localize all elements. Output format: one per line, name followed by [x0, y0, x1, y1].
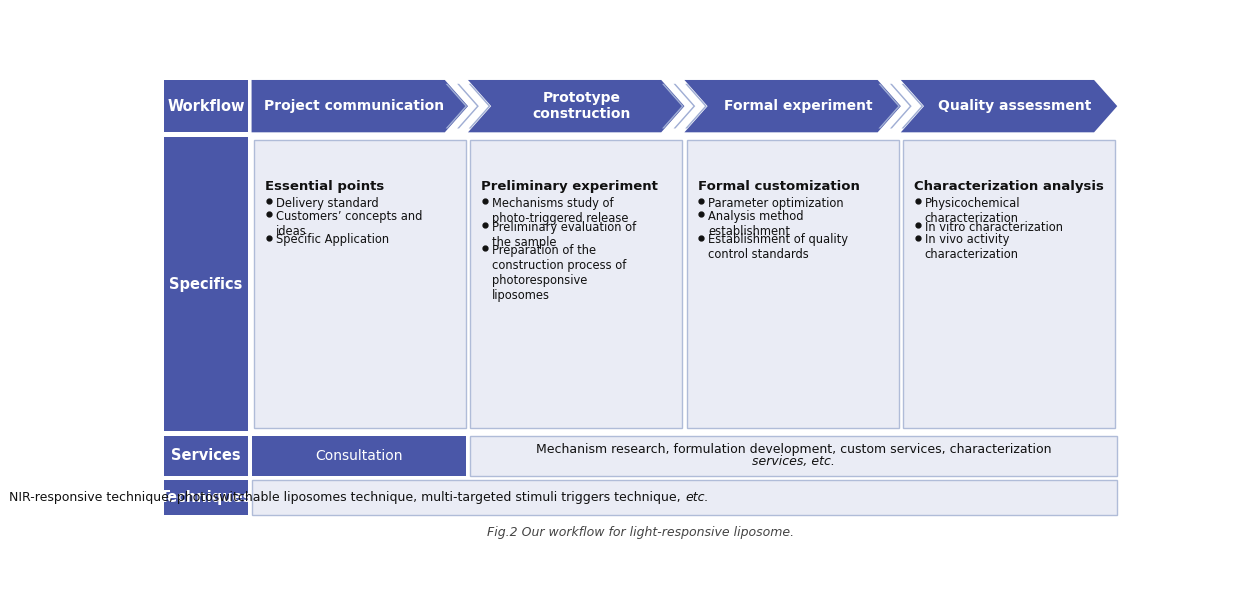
Text: Customers’ concepts and
ideas: Customers’ concepts and ideas [275, 210, 422, 238]
Bar [686, 140, 899, 428]
Bar [164, 80, 248, 132]
Polygon shape [879, 84, 900, 129]
Text: Quality assessment: Quality assessment [939, 99, 1091, 113]
Text: Workflow: Workflow [168, 98, 245, 114]
Bar [251, 480, 1118, 515]
Polygon shape [458, 84, 479, 129]
Polygon shape [469, 84, 490, 129]
Text: etc.: etc. [685, 491, 709, 504]
Polygon shape [468, 80, 685, 132]
Polygon shape [674, 84, 695, 129]
Text: Preparation of the
construction process of
photoresponsive
liposomes: Preparation of the construction process … [492, 244, 626, 302]
Text: Establishment of quality
control standards: Establishment of quality control standar… [709, 234, 849, 261]
Text: In vitro characterization: In vitro characterization [925, 221, 1062, 234]
Bar [904, 140, 1115, 428]
Text: Specifics: Specifics [169, 277, 242, 292]
Text: Services: Services [171, 448, 241, 463]
Text: In vivo activity
characterization: In vivo activity characterization [925, 234, 1019, 261]
Polygon shape [662, 84, 684, 129]
Text: Analysis method
establishment: Analysis method establishment [709, 210, 804, 238]
Text: Specific Application: Specific Application [275, 234, 389, 247]
Polygon shape [251, 80, 468, 132]
Text: Formal experiment: Formal experiment [724, 99, 872, 113]
Text: Preliminary experiment: Preliminary experiment [481, 180, 658, 193]
Bar [164, 480, 248, 515]
Text: Physicochemical
characterization: Physicochemical characterization [925, 197, 1020, 225]
Polygon shape [901, 84, 924, 129]
Text: Mechanism research, formulation development, custom services, characterization: Mechanism research, formulation developm… [536, 443, 1051, 456]
Text: Preliminary evaluation of
the sample: Preliminary evaluation of the sample [492, 221, 636, 248]
Text: services, etc.: services, etc. [752, 455, 835, 469]
Bar [164, 137, 248, 431]
Text: Techniques: Techniques [160, 490, 252, 505]
Text: NIR-responsive technique, photoswitchable liposomes technique, multi-targeted st: NIR-responsive technique, photoswitchabl… [9, 491, 685, 504]
Text: Parameter optimization: Parameter optimization [709, 197, 844, 210]
Text: Formal customization: Formal customization [698, 180, 860, 193]
Bar [470, 140, 682, 428]
Text: Characterization analysis: Characterization analysis [914, 180, 1104, 193]
Text: Mechanisms study of
photo-triggered release: Mechanisms study of photo-triggered rele… [492, 197, 629, 225]
Text: Delivery standard: Delivery standard [275, 197, 379, 210]
Polygon shape [685, 84, 706, 129]
Polygon shape [901, 80, 1118, 132]
Bar [254, 140, 466, 428]
Bar [470, 435, 1118, 476]
Polygon shape [445, 84, 468, 129]
Polygon shape [685, 80, 901, 132]
Polygon shape [890, 84, 911, 129]
Bar [251, 435, 466, 476]
Text: Prototype
construction: Prototype construction [532, 91, 631, 121]
Text: Project communication: Project communication [264, 99, 444, 113]
Bar [164, 435, 248, 476]
Text: Consultation: Consultation [315, 449, 402, 462]
Text: Fig.2 Our workflow for light-responsive liposome.: Fig.2 Our workflow for light-responsive … [488, 526, 794, 539]
Text: Essential points: Essential points [265, 180, 384, 193]
